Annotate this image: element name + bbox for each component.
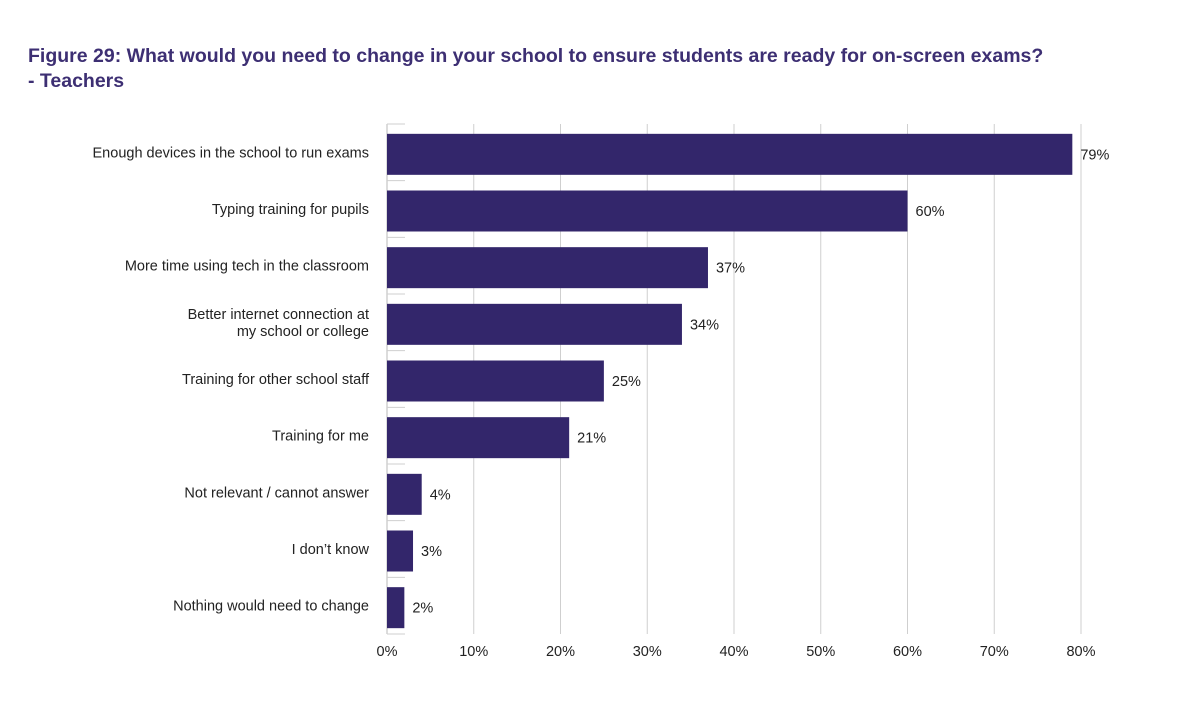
- category-label: Training for other school staff: [182, 372, 370, 388]
- x-axis-tick-labels: 0% 10% 20% 30% 40% 50% 60% 70% 80%: [377, 644, 1096, 660]
- bar: [387, 587, 405, 629]
- bar-value-label: 2%: [412, 601, 433, 617]
- category-labels: Enough devices in the school to run exam…: [93, 145, 370, 614]
- figure-title-line-2: - Teachers: [28, 70, 125, 92]
- x-tick-label: 40%: [719, 644, 748, 660]
- x-tick-label: 80%: [1066, 644, 1095, 660]
- value-labels: 79% 60% 37% 34% 25% 21% 4% 3% 2%: [412, 147, 1109, 616]
- bar: [387, 247, 708, 289]
- bar-value-label: 3%: [421, 544, 442, 560]
- x-tick-label: 0%: [377, 644, 398, 660]
- bar: [387, 360, 604, 402]
- bar: [387, 133, 1073, 175]
- category-label: Not relevant / cannot answer: [184, 485, 369, 501]
- bar: [387, 190, 908, 232]
- bar: [387, 473, 422, 515]
- bar-value-label: 60%: [916, 204, 945, 220]
- bar-value-label: 79%: [1080, 147, 1109, 163]
- category-label: Training for me: [272, 429, 369, 445]
- bar: [387, 303, 682, 345]
- bar-value-label: 37%: [716, 261, 745, 277]
- category-label: I don’t know: [292, 542, 370, 558]
- category-label: Nothing would need to change: [173, 599, 369, 615]
- bar-value-label: 21%: [577, 431, 606, 447]
- x-tick-label: 70%: [980, 644, 1009, 660]
- bar: [387, 530, 414, 572]
- bars: [387, 133, 1073, 629]
- x-tick-label: 30%: [633, 644, 662, 660]
- x-tick-label: 20%: [546, 644, 575, 660]
- bar-value-label: 4%: [430, 487, 451, 503]
- figure-title: Figure 29: What would you need to change…: [28, 44, 1178, 94]
- x-tick-label: 10%: [459, 644, 488, 660]
- bar: [387, 417, 570, 459]
- figure-title-line-1: Figure 29: What would you need to change…: [28, 45, 1044, 67]
- category-label: More time using tech in the classroom: [125, 259, 369, 275]
- x-tick-label: 60%: [893, 644, 922, 660]
- category-label: Enough devices in the school to run exam…: [93, 145, 369, 161]
- bar-value-label: 34%: [690, 317, 719, 333]
- bar-value-label: 25%: [612, 374, 641, 390]
- category-label: Typing training for pupils: [212, 202, 369, 218]
- category-label: Better internet connection at my school o…: [188, 307, 369, 340]
- x-tick-label: 50%: [806, 644, 835, 660]
